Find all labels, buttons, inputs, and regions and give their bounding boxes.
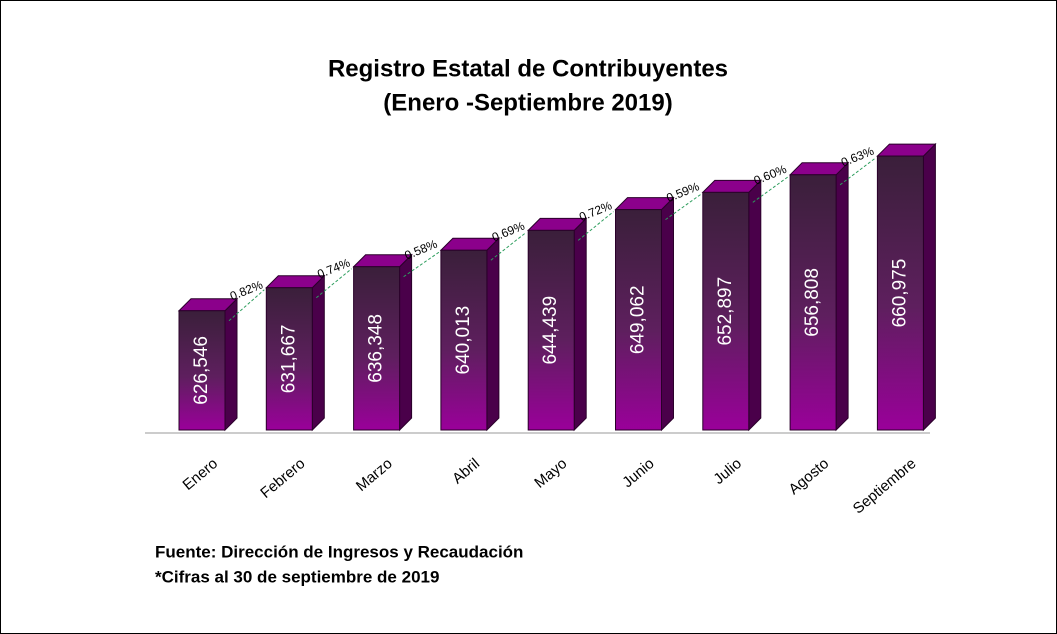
- bar: [615, 209, 662, 431]
- value-label: 652,897: [715, 277, 736, 346]
- value-label: 644,439: [540, 296, 561, 365]
- bar: [527, 229, 575, 431]
- growth-line: [839, 157, 876, 186]
- growth-line: [665, 193, 702, 221]
- bar: [876, 155, 924, 431]
- growth-line: [752, 176, 789, 203]
- chart-subtitle: (Enero -Septiembre 2019): [383, 89, 672, 116]
- value-label: 626,546: [191, 336, 212, 405]
- growth-line: [490, 231, 527, 261]
- bar-side: [922, 142, 936, 432]
- bar-side: [311, 274, 325, 432]
- source-note: Fuente: Dirección de Ingresos y Recaudac…: [155, 542, 523, 561]
- growth-line: [228, 289, 265, 322]
- bar-side: [748, 179, 762, 432]
- growth-line: [315, 268, 352, 299]
- bar: [702, 191, 750, 431]
- bar-side: [835, 161, 849, 432]
- bar-side: [399, 253, 413, 432]
- bar: [440, 249, 488, 431]
- value-label: 660,975: [889, 259, 910, 328]
- growth-line: [403, 251, 440, 278]
- growth-line: [577, 211, 614, 241]
- bar-side: [224, 297, 238, 432]
- bar: [789, 174, 837, 431]
- value-label: 636,348: [366, 314, 387, 383]
- bar: [353, 266, 401, 431]
- value-label: 656,808: [802, 268, 823, 337]
- value-label: 640,013: [453, 306, 474, 375]
- bar-side: [486, 237, 500, 432]
- bar: [265, 287, 313, 431]
- date-note: *Cifras al 30 de septiembre de 2019: [155, 567, 439, 586]
- bar-side: [661, 196, 674, 432]
- chart-title: Registro Estatal de Contribuyentes: [328, 55, 728, 82]
- value-label: 649,062: [628, 285, 649, 354]
- bar: [178, 310, 226, 431]
- value-label: 631,667: [278, 325, 299, 394]
- bar-side: [573, 217, 587, 432]
